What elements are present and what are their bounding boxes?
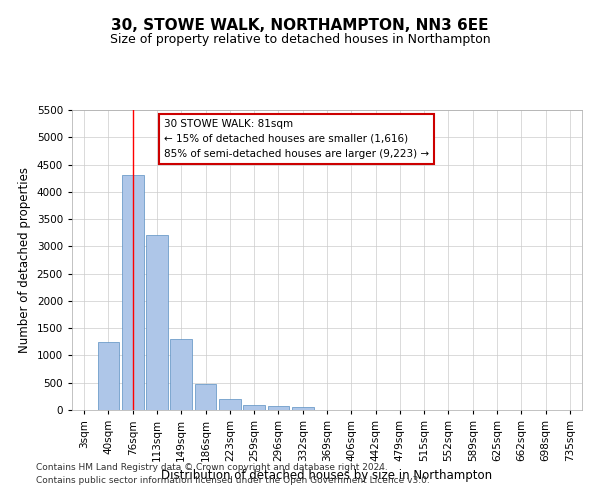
Bar <box>243 404 265 410</box>
Bar <box>268 406 289 410</box>
Text: Size of property relative to detached houses in Northampton: Size of property relative to detached ho… <box>110 32 490 46</box>
Bar <box>170 339 192 410</box>
X-axis label: Distribution of detached houses by size in Northampton: Distribution of detached houses by size … <box>161 470 493 482</box>
Text: Contains HM Land Registry data © Crown copyright and database right 2024.: Contains HM Land Registry data © Crown c… <box>36 464 388 472</box>
Bar <box>97 342 119 410</box>
Y-axis label: Number of detached properties: Number of detached properties <box>18 167 31 353</box>
Text: 30 STOWE WALK: 81sqm
← 15% of detached houses are smaller (1,616)
85% of semi-de: 30 STOWE WALK: 81sqm ← 15% of detached h… <box>164 119 429 158</box>
Bar <box>146 236 168 410</box>
Bar <box>219 399 241 410</box>
Text: 30, STOWE WALK, NORTHAMPTON, NN3 6EE: 30, STOWE WALK, NORTHAMPTON, NN3 6EE <box>111 18 489 32</box>
Bar <box>194 384 217 410</box>
Text: Contains public sector information licensed under the Open Government Licence v3: Contains public sector information licen… <box>36 476 430 485</box>
Bar <box>292 408 314 410</box>
Bar <box>122 176 143 410</box>
